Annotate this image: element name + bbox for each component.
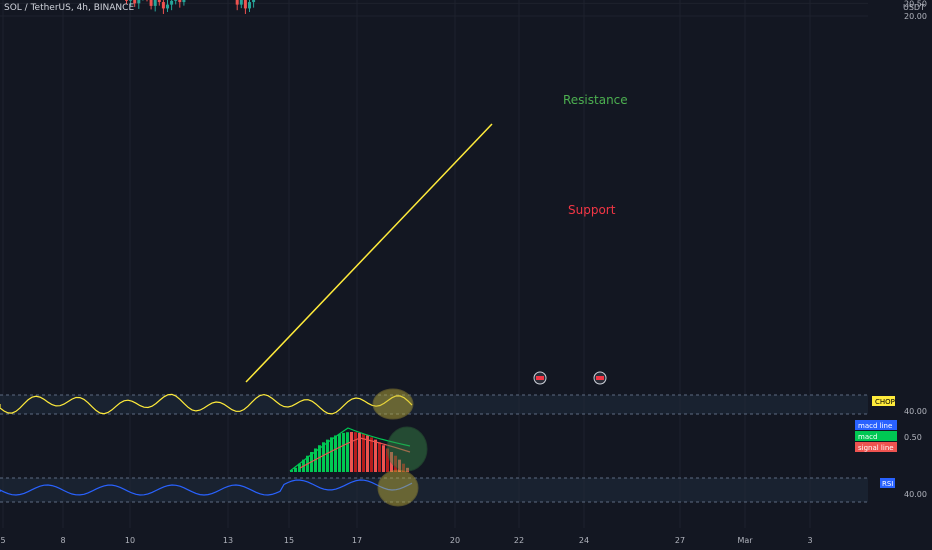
candle-body bbox=[248, 2, 251, 9]
macd-label: signal line bbox=[858, 444, 894, 452]
highlight-circle bbox=[372, 388, 414, 420]
chop-label: CHOP bbox=[875, 398, 895, 406]
candle-body bbox=[129, 0, 133, 1]
candle-body bbox=[166, 4, 169, 9]
macd-bar bbox=[290, 470, 293, 472]
price-tick: 20.50 bbox=[904, 0, 927, 8]
highlight-circle bbox=[377, 469, 419, 507]
macd-bar bbox=[350, 432, 353, 472]
time-tick: 22 bbox=[514, 536, 524, 545]
price-axis: 26.0025.5024.5024.0023.5023.0022.5022.00… bbox=[855, 0, 927, 499]
macd-label-bg bbox=[855, 431, 897, 441]
chop-line bbox=[0, 393, 413, 415]
candle-body bbox=[174, 0, 178, 1]
candle-body bbox=[125, 0, 128, 1]
time-tick: 10 bbox=[125, 536, 135, 545]
currency-label: USDT bbox=[903, 3, 925, 12]
macd-bar bbox=[322, 442, 325, 472]
macd-tick: 0.50 bbox=[904, 433, 922, 442]
time-tick: 8 bbox=[60, 536, 65, 545]
macd-bar bbox=[358, 432, 361, 472]
candle-body bbox=[178, 0, 182, 3]
grid bbox=[0, 0, 868, 528]
candle-body bbox=[157, 0, 161, 3]
macd-label: macd line bbox=[858, 422, 892, 430]
highlight-circle bbox=[386, 426, 428, 472]
symbol-header: SOL / TetherUS, 4h, BINANCE bbox=[4, 3, 135, 13]
time-tick: 15 bbox=[284, 536, 294, 545]
price-tick: 20.00 bbox=[904, 12, 927, 21]
candle-body bbox=[243, 0, 247, 9]
candle-body bbox=[235, 0, 239, 5]
time-tick: 17 bbox=[352, 536, 362, 545]
trendline bbox=[245, 123, 493, 383]
time-tick: 27 bbox=[675, 536, 685, 545]
macd-bar bbox=[370, 437, 373, 472]
macd-bar bbox=[382, 445, 385, 472]
macd-bar bbox=[402, 463, 405, 472]
macd-bar bbox=[342, 432, 345, 472]
candle-body bbox=[170, 0, 174, 5]
event-flag-icon bbox=[536, 376, 544, 380]
time-tick: 3 bbox=[807, 536, 812, 545]
macd-bar bbox=[334, 435, 337, 472]
candle-body bbox=[252, 0, 256, 3]
chop-label-bg bbox=[872, 396, 895, 406]
support-annotation: Support bbox=[568, 203, 616, 217]
macd-bar bbox=[374, 439, 377, 472]
macd-bar bbox=[398, 459, 401, 472]
candle-body bbox=[149, 0, 153, 6]
candle-body bbox=[137, 0, 141, 4]
macd-bar bbox=[362, 433, 365, 472]
time-tick: Mar bbox=[737, 536, 753, 545]
candle-body bbox=[182, 0, 186, 3]
macd-label-bg bbox=[855, 442, 897, 452]
macd-bar bbox=[354, 432, 357, 472]
candle-body bbox=[161, 2, 165, 9]
time-axis: 5 8 10 13 15 17 20 22 24 27 Mar 3 bbox=[0, 536, 812, 545]
macd-bar bbox=[366, 435, 369, 472]
time-tick: 24 bbox=[579, 536, 589, 545]
rsi-label: RSI bbox=[882, 480, 893, 488]
event-flag-icon bbox=[596, 376, 604, 380]
chop-tick: 40.00 bbox=[904, 407, 927, 416]
candles bbox=[125, 0, 256, 14]
macd-line bbox=[289, 427, 411, 472]
candle-body bbox=[239, 0, 243, 5]
macd-bar bbox=[394, 455, 397, 472]
rsi-line bbox=[0, 479, 413, 496]
time-tick: 5 bbox=[0, 536, 5, 545]
candle-body bbox=[153, 0, 157, 6]
resistance-annotation: Resistance bbox=[563, 93, 628, 107]
macd-bar bbox=[378, 442, 381, 472]
rsi-band bbox=[0, 478, 868, 502]
macd-bar bbox=[318, 445, 321, 472]
chop-band bbox=[0, 395, 868, 414]
signal-line bbox=[299, 437, 411, 469]
macd-bar bbox=[330, 437, 333, 472]
rsi-label-bg bbox=[880, 478, 895, 488]
overlay-drawings: 26,46$24,75$24,17$23,46$23,12$22,86$22,6… bbox=[245, 93, 628, 385]
time-tick: 20 bbox=[450, 536, 460, 545]
macd-bar bbox=[294, 467, 297, 472]
macd-label-bg bbox=[855, 420, 897, 430]
macd-bar bbox=[298, 463, 301, 472]
macd-bar bbox=[390, 452, 393, 472]
time-tick: 13 bbox=[223, 536, 233, 545]
macd-bar bbox=[346, 432, 349, 472]
candle-body bbox=[133, 0, 137, 4]
indicator-panes bbox=[0, 388, 868, 507]
rsi-tick: 40.00 bbox=[904, 490, 927, 499]
macd-bar bbox=[406, 467, 409, 472]
macd-bar bbox=[326, 439, 329, 472]
macd-bar bbox=[338, 433, 341, 472]
macd-bar bbox=[386, 448, 389, 472]
macd-label: macd bbox=[858, 433, 877, 441]
